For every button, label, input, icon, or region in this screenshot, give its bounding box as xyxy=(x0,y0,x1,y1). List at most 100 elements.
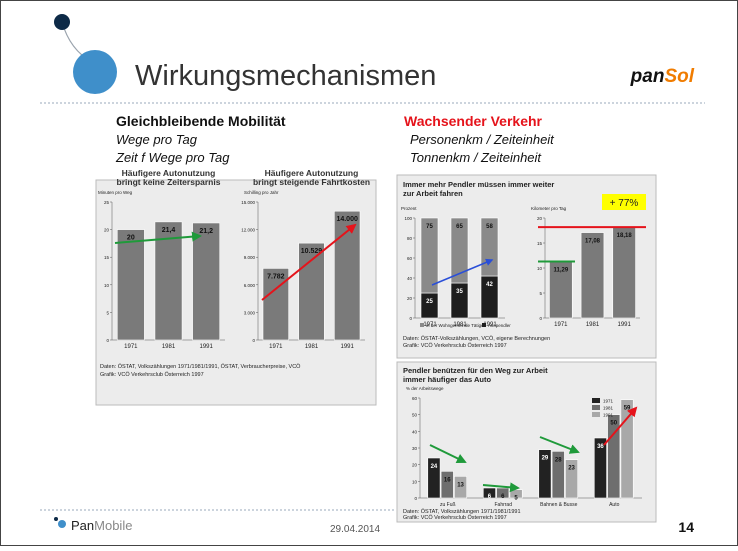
value-label: 16 xyxy=(444,477,451,483)
x-tick-label: zu Fuß xyxy=(440,502,456,508)
value-label: 24 xyxy=(431,464,438,470)
bar xyxy=(192,222,221,341)
arrow xyxy=(539,436,580,454)
brand-pan: pan xyxy=(630,66,665,87)
value-label: 6 xyxy=(501,494,505,500)
value-label: 59 xyxy=(624,406,631,412)
value-label: 35 xyxy=(456,289,463,295)
y-tick-label: 50 xyxy=(412,413,418,418)
legend-label: 1971 xyxy=(603,399,614,404)
value-label: 10.529 xyxy=(301,248,323,255)
page-number: 14 xyxy=(678,519,694,535)
legend-label: Auspendler xyxy=(488,323,511,328)
y-tick-label: 30 xyxy=(412,446,418,451)
legend-swatch xyxy=(592,405,600,410)
logo xyxy=(54,14,117,94)
brand-sol: Sol xyxy=(664,66,694,87)
x-tick-label: 1991 xyxy=(340,344,354,350)
source: Grafik: VCÖ Verkehrsclub Österreich 1997 xyxy=(403,514,507,521)
x-tick-label: 1971 xyxy=(124,344,138,350)
panel-title: bringt steigende Fahrtkosten xyxy=(253,177,370,187)
title: Wirkungsmechanismen xyxy=(135,60,436,92)
y-tick-label: 0 xyxy=(252,338,255,343)
bar xyxy=(154,221,183,341)
value-label: 18,18 xyxy=(617,233,633,239)
y-tick-label: 80 xyxy=(407,236,413,241)
y-axis-label: % der Arbeitswege xyxy=(406,386,444,391)
panel-title: Häufigere Autonutzung xyxy=(122,168,216,178)
bar xyxy=(454,476,468,499)
value-label: 75 xyxy=(426,224,433,230)
footer-brand: PanMobile xyxy=(71,518,132,533)
bar xyxy=(538,449,552,499)
value-label: 7.782 xyxy=(267,273,285,280)
y-tick-label: 40 xyxy=(407,276,413,281)
y-tick-label: 40 xyxy=(412,429,418,434)
brand: panSol xyxy=(630,66,695,87)
bar xyxy=(420,217,439,294)
value-label: 50 xyxy=(610,421,617,427)
source: Daten: ÖSTAT, Volkszählungen 1971/1981/1… xyxy=(100,363,301,370)
y-tick-label: 20 xyxy=(104,228,110,233)
y-tick-label: 6.000 xyxy=(244,283,256,288)
bar xyxy=(551,451,565,499)
x-tick-label: 1991 xyxy=(617,322,631,328)
arrow xyxy=(603,406,638,446)
legend-swatch xyxy=(592,412,600,417)
footer-brand-pan: Pan xyxy=(71,518,94,533)
y-tick-label: 0 xyxy=(409,316,412,321)
legend-label: 1981 xyxy=(603,406,614,411)
y-axis-label: Prozent xyxy=(401,206,417,211)
bar xyxy=(440,471,454,499)
bar xyxy=(607,414,621,499)
figure-title: Immer mehr Pendler müssen immer weiter xyxy=(403,180,554,189)
x-tick-label: 1981 xyxy=(586,322,600,328)
y-tick-label: 15 xyxy=(104,255,110,260)
footer-brand-mobile: Mobile xyxy=(94,518,132,533)
bar xyxy=(427,457,441,499)
right-line: Personenkm / Zeiteinheit xyxy=(410,132,555,147)
bar xyxy=(565,459,579,499)
y-tick-label: 60 xyxy=(407,256,413,261)
x-tick-label: 1981 xyxy=(453,322,467,328)
bar xyxy=(612,226,636,319)
value-label: 14.000 xyxy=(336,216,358,223)
value-label: 13 xyxy=(457,482,464,488)
arrow xyxy=(429,444,467,464)
source: Daten: ÖSTAT, Volkszählungen 1971/1981/1… xyxy=(403,508,521,515)
bar xyxy=(420,292,439,319)
y-tick-label: 0 xyxy=(414,496,417,501)
x-tick-label: 1981 xyxy=(305,344,319,350)
value-label: 28 xyxy=(555,457,562,463)
x-tick-label: 1981 xyxy=(162,344,176,350)
y-tick-label: 9.000 xyxy=(244,255,256,260)
bar xyxy=(620,399,634,499)
y-tick-label: 12.000 xyxy=(241,228,255,233)
legend-swatch xyxy=(592,398,600,403)
legend-label: 1991 xyxy=(603,413,614,418)
y-tick-label: 10 xyxy=(104,283,110,288)
x-tick-label: Fahrrad xyxy=(494,502,512,508)
y-tick-label: 100 xyxy=(404,216,412,221)
bar xyxy=(116,229,145,341)
left-line: Zeit f Wege pro Tag xyxy=(115,150,230,165)
y-tick-label: 10 xyxy=(412,479,418,484)
value-label: 6 xyxy=(488,494,492,500)
figure-title: immer häufiger das Auto xyxy=(403,375,491,384)
y-tick-label: 0 xyxy=(539,316,542,321)
arrow xyxy=(431,258,494,286)
arrow xyxy=(482,482,520,493)
legend-swatch xyxy=(420,323,424,327)
y-tick-label: 3.000 xyxy=(244,310,256,315)
value-label: 29 xyxy=(542,456,549,462)
y-axis-label: Kilometer pro Tag xyxy=(531,206,567,211)
value-label: 5 xyxy=(514,496,518,502)
y-tick-label: 20 xyxy=(407,296,413,301)
arrow xyxy=(114,231,202,244)
y-tick-label: 5 xyxy=(106,310,109,315)
footer-logo xyxy=(54,517,66,528)
y-tick-label: 20 xyxy=(537,216,543,221)
x-tick-label: 1971 xyxy=(269,344,283,350)
